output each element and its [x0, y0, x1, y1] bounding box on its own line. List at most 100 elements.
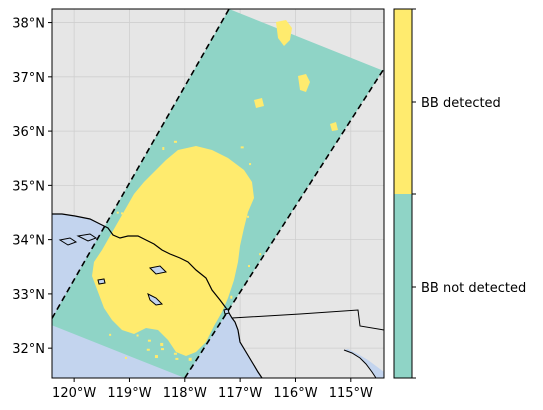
bb-detected-speckle — [118, 295, 122, 299]
lat-tick-label: 33°N — [12, 288, 45, 303]
bb-detected-speckle — [155, 217, 158, 221]
bb-detected-speckle — [160, 348, 164, 351]
bb-detected-speckle — [188, 212, 191, 216]
colorbar-not-detected-segment — [394, 194, 412, 378]
bb-detected-speckle — [117, 225, 121, 229]
bb-detected-speckle — [173, 331, 177, 334]
bb-detected-patch-east-2 — [330, 122, 338, 131]
island-catalina — [148, 265, 168, 275]
bb-detected-speckle — [187, 322, 191, 325]
bb-detected-speckle — [249, 163, 252, 166]
bb-detected-speckle — [171, 251, 174, 255]
bb-detected-patch-north — [276, 20, 292, 46]
bb-detected-speckle — [192, 187, 196, 191]
bb-detected-speckle — [228, 196, 232, 199]
bb-detected-speckle — [135, 322, 138, 325]
bb-detected-speckle — [217, 280, 220, 283]
bb-detected-speckle — [173, 352, 177, 355]
bb-detected-speckle — [127, 206, 130, 210]
bb-detected-speckle — [116, 237, 120, 240]
lon-tick-label: 115°W — [329, 386, 373, 401]
bb-detected-speckle — [170, 249, 173, 253]
bb-detected-speckle — [179, 151, 182, 154]
lat-tick-label: 37°N — [12, 71, 45, 86]
bb-detected-patch-central — [254, 98, 264, 108]
bb-detected-speckle — [259, 253, 262, 256]
bb-detected-speckle — [175, 357, 179, 360]
bb-detected-speckle — [198, 228, 202, 232]
bb-detected-speckle — [196, 230, 199, 234]
lon-tick-label: 120°W — [52, 386, 96, 401]
bb-detected-speckle — [147, 339, 151, 342]
bb-detected-speckle — [135, 205, 139, 208]
bb-detected-speckles — [106, 140, 262, 361]
swath-edge-right — [184, 68, 384, 378]
bb-detected-speckle — [208, 249, 212, 253]
colorbar-detected-segment — [394, 9, 412, 194]
bb-detected-speckle — [192, 341, 195, 344]
bb-detected-speckle — [154, 355, 158, 359]
lat-tick-label: 38°N — [12, 17, 45, 32]
bb-detected-speckle — [146, 348, 150, 351]
bb-detected-speckle — [106, 303, 109, 307]
bb-detected-speckle — [136, 334, 139, 337]
bb-detected-speckle — [212, 302, 215, 306]
bb-detected-speckle — [113, 230, 116, 234]
colorbar-label-detected: BB detected — [421, 96, 501, 111]
bb-detected-speckle — [211, 282, 215, 285]
bb-detected-speckle — [160, 342, 164, 346]
lat-tick-label: 32°N — [12, 342, 45, 357]
bb-detected-speckle — [178, 207, 181, 211]
bb-detected-speckle — [200, 153, 204, 156]
gulf-of-california — [344, 349, 384, 378]
bb-detected-speckle — [207, 156, 210, 159]
bb-detected-speckle — [188, 357, 192, 361]
bb-detected-speckle — [187, 151, 190, 154]
lat-tick-label: 35°N — [12, 179, 45, 194]
bb-detected-speckle — [206, 226, 210, 230]
coastline — [52, 213, 263, 378]
radar-swath — [52, 9, 384, 378]
bb-detected-speckle — [118, 299, 122, 303]
bb-detected-speckle — [211, 177, 214, 181]
island-san-nicolas — [97, 278, 106, 285]
bb-detected-speckle — [170, 222, 174, 226]
bb-detected-speckle — [248, 265, 251, 268]
bb-detected-speckle — [172, 330, 175, 333]
bb-detected-speckle — [135, 278, 139, 282]
lon-tick-label: 116°W — [273, 386, 317, 401]
bb-detected-speckle — [162, 147, 165, 151]
bb-detected-speckle — [151, 218, 154, 221]
bb-detected-speckle — [177, 231, 180, 235]
bb-detected-speckle — [222, 169, 225, 173]
bb-detected-speckle — [172, 302, 175, 306]
map-area — [52, 9, 384, 378]
bb-detected-speckle — [185, 232, 188, 236]
bb-detected-speckle — [172, 159, 175, 162]
bb-detected-speckle — [152, 213, 156, 217]
island-santa-rosa — [76, 233, 98, 242]
bb-detected-speckle — [179, 160, 182, 163]
bb-detected-speckle — [211, 295, 214, 298]
lat-tick-label: 34°N — [12, 234, 45, 249]
lon-tick-label: 117°W — [218, 386, 262, 401]
lon-tick-label: 119°W — [107, 386, 151, 401]
island-san-clemente — [147, 293, 164, 306]
bb-detected-speckle — [116, 211, 119, 214]
bb-detected-speckle — [109, 333, 112, 336]
bb-detected-speckle — [180, 294, 184, 298]
bb-detected-speckle — [202, 158, 205, 161]
gulf-coastline — [343, 349, 377, 378]
bb-detected-speckle — [172, 236, 175, 239]
bb-detected-speckle — [223, 280, 227, 283]
bb-detected-speckle — [178, 195, 181, 199]
bb-detected-speckle — [154, 190, 158, 193]
bb-detected-speckle — [170, 156, 174, 160]
bb-detected-speckle — [181, 237, 185, 241]
island-santa-cruz — [58, 237, 78, 246]
lat-tick-label: 36°N — [12, 125, 45, 140]
bb-detected-speckle — [216, 293, 220, 297]
map-frame — [51, 8, 385, 379]
bb-detected-speckle — [167, 261, 171, 264]
